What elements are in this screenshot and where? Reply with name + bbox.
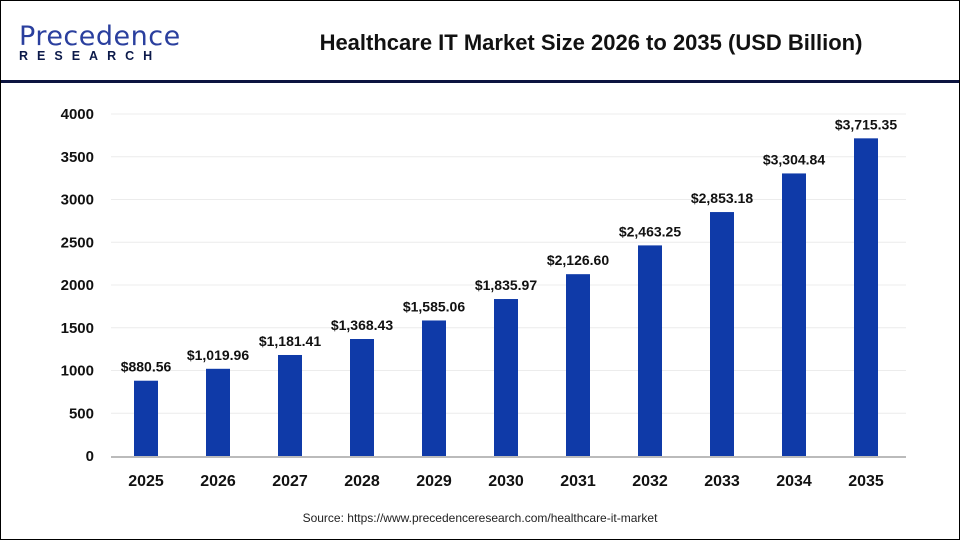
data-label: $2,853.18	[691, 190, 753, 206]
data-label: $3,715.35	[835, 116, 897, 132]
bar	[782, 173, 806, 457]
x-tick-label: 2035	[848, 473, 884, 490]
y-tick-label: 2500	[61, 234, 94, 251]
bar	[206, 368, 230, 456]
x-tick-label: 2033	[704, 473, 740, 490]
data-label: $1,019.96	[187, 347, 249, 363]
logo-line2: RESEARCH	[19, 49, 162, 63]
x-tick-label: 2031	[560, 473, 596, 490]
source-text: Source: https://www.precedenceresearch.c…	[302, 511, 658, 525]
y-tick-label: 3500	[61, 149, 94, 166]
data-label: $1,585.06	[403, 298, 465, 314]
bar	[710, 212, 734, 456]
y-tick-label: 1500	[61, 320, 94, 337]
x-tick-label: 2032	[632, 473, 668, 490]
bar	[854, 138, 878, 456]
logo: Precedence RESEARCH	[19, 21, 181, 63]
bar	[638, 245, 662, 456]
data-label: $3,304.84	[763, 151, 825, 167]
bar	[134, 380, 158, 456]
y-tick-label: 1000	[61, 363, 94, 380]
data-label: $2,463.25	[619, 223, 681, 239]
y-tick-label: 3000	[61, 192, 94, 209]
bar	[494, 299, 518, 456]
y-tick-label: 4000	[61, 106, 94, 123]
data-label: $1,368.43	[331, 317, 393, 333]
x-tick-label: 2027	[272, 473, 308, 490]
x-tick-label: 2029	[416, 473, 452, 490]
y-tick-label: 2000	[61, 277, 94, 294]
x-tick-label: 2026	[200, 473, 236, 490]
bar	[566, 274, 590, 456]
bar	[350, 338, 374, 456]
y-tick-label: 500	[69, 405, 94, 422]
data-label: $880.56	[121, 359, 172, 375]
data-label: $2,126.60	[547, 252, 609, 268]
bar	[422, 320, 446, 456]
header-divider	[1, 80, 959, 83]
chart-title: Healthcare IT Market Size 2026 to 2035 (…	[319, 30, 863, 55]
logo-line1: Precedence	[19, 21, 181, 52]
data-label: $1,835.97	[475, 277, 537, 293]
y-tick-label: 0	[86, 448, 94, 465]
x-tick-label: 2030	[488, 473, 524, 490]
x-tick-label: 2028	[344, 473, 380, 490]
bar	[278, 354, 302, 456]
x-tick-label: 2034	[776, 473, 812, 490]
data-label: $1,181.41	[259, 333, 321, 349]
x-tick-label: 2025	[128, 473, 164, 490]
